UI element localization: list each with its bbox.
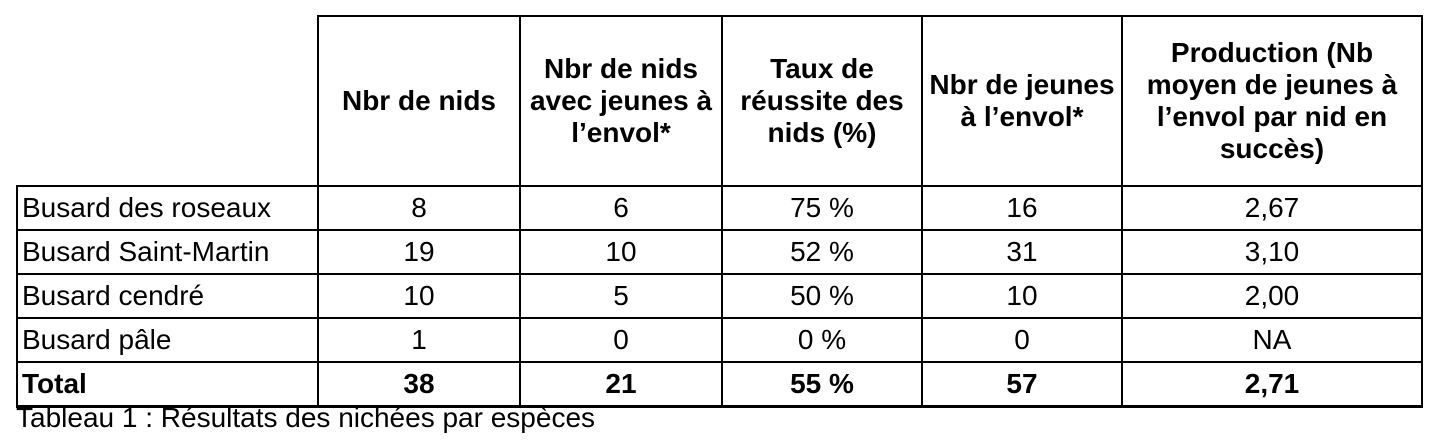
- header-nids-avec-jeunes: Nbr de nids avec jeunes à l’envol*: [519, 15, 723, 187]
- species-cell: Busard des roseaux: [16, 185, 319, 231]
- nbr-nids-cell: 1: [317, 317, 521, 363]
- total-label: Total: [16, 361, 319, 408]
- total-taux-reussite: 55 %: [721, 361, 923, 408]
- nbr-jeunes-cell: 16: [921, 185, 1123, 231]
- taux-reussite-cell: 50 %: [721, 273, 923, 319]
- total-row: Total 38 21 55 % 57 2,71: [16, 361, 1423, 408]
- taux-reussite-cell: 0 %: [721, 317, 923, 363]
- nids-avec-jeunes-cell: 10: [519, 229, 723, 275]
- species-cell: Busard pâle: [16, 317, 319, 363]
- nbr-nids-cell: 8: [317, 185, 521, 231]
- nbr-jeunes-cell: 0: [921, 317, 1123, 363]
- taux-reussite-cell: 52 %: [721, 229, 923, 275]
- total-production: 2,71: [1121, 361, 1423, 408]
- header-taux-reussite: Taux de réussite des nids (%): [721, 15, 923, 187]
- header-row: Nbr de nids Nbr de nids avec jeunes à l’…: [17, 15, 1423, 187]
- production-cell: 2,00: [1121, 273, 1423, 319]
- table-row: Busard des roseaux 8 6 75 % 16 2,67: [16, 185, 1423, 231]
- production-cell: 3,10: [1121, 229, 1423, 275]
- table-row: Busard pâle 1 0 0 % 0 NA: [16, 317, 1423, 363]
- nids-avec-jeunes-cell: 0: [519, 317, 723, 363]
- nbr-jeunes-cell: 31: [921, 229, 1123, 275]
- total-nids-avec-jeunes: 21: [519, 361, 723, 408]
- nids-avec-jeunes-cell: 5: [519, 273, 723, 319]
- table-caption: Tableau 1 : Résultats des nichées par es…: [16, 402, 596, 433]
- results-table: Nbr de nids Nbr de nids avec jeunes à l’…: [16, 15, 1423, 408]
- nbr-nids-cell: 10: [317, 273, 521, 319]
- header-nbr-jeunes: Nbr de jeunes à l’envol*: [921, 15, 1123, 187]
- production-cell: NA: [1121, 317, 1423, 363]
- production-cell: 2,67: [1121, 185, 1423, 231]
- table-row: Busard cendré 10 5 50 % 10 2,00: [16, 273, 1423, 319]
- header-production: Production (Nb moyen de jeunes à l’envol…: [1121, 15, 1423, 187]
- header-nbr-nids: Nbr de nids: [317, 15, 521, 187]
- total-nbr-nids: 38: [317, 361, 521, 408]
- header-corner-cell: [17, 16, 319, 187]
- table-row: Busard Saint-Martin 19 10 52 % 31 3,10: [16, 229, 1423, 275]
- nids-avec-jeunes-cell: 6: [519, 185, 723, 231]
- species-cell: Busard Saint-Martin: [16, 229, 319, 275]
- total-nbr-jeunes: 57: [921, 361, 1123, 408]
- nbr-jeunes-cell: 10: [921, 273, 1123, 319]
- nbr-nids-cell: 19: [317, 229, 521, 275]
- taux-reussite-cell: 75 %: [721, 185, 923, 231]
- species-cell: Busard cendré: [16, 273, 319, 319]
